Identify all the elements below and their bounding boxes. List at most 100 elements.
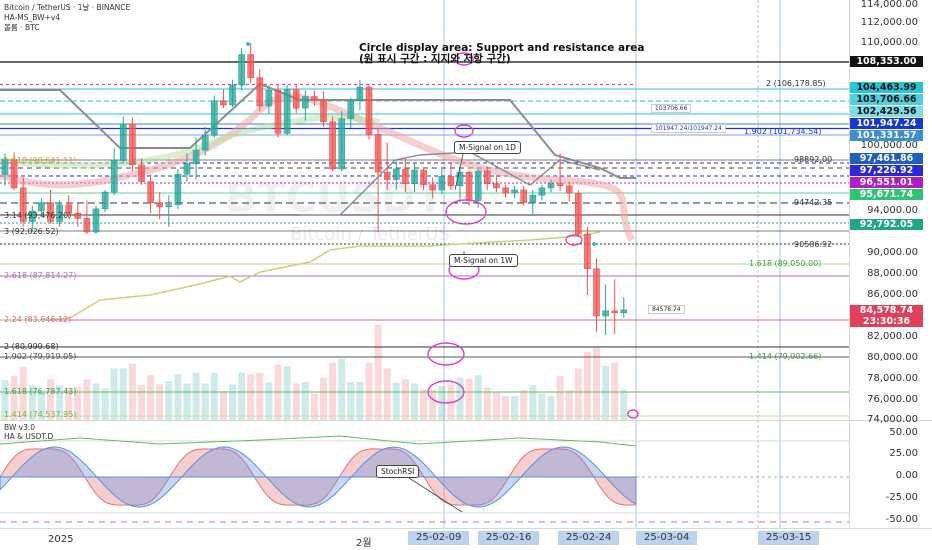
price-tag[interactable]: 101,331.57	[850, 130, 923, 141]
candle[interactable]	[110, 160, 118, 193]
candle[interactable]	[511, 189, 518, 194]
candle[interactable]	[311, 96, 318, 101]
candle[interactable]	[602, 310, 609, 317]
candle[interactable]	[65, 204, 72, 214]
price-tag[interactable]: 95,671.74	[850, 189, 923, 200]
candle[interactable]	[547, 183, 555, 189]
candle[interactable]	[165, 204, 173, 208]
candle[interactable]	[174, 173, 182, 206]
candle[interactable]	[83, 218, 91, 233]
candle[interactable]	[447, 176, 455, 187]
candle[interactable]	[156, 202, 163, 208]
price-tag[interactable]: 97,461.86	[850, 153, 923, 164]
volume-bar	[1, 380, 9, 420]
candle[interactable]	[320, 99, 327, 123]
candle[interactable]	[47, 202, 54, 222]
candle[interactable]	[220, 100, 227, 106]
candle[interactable]	[129, 123, 136, 166]
candle[interactable]	[247, 54, 254, 78]
candlesticks[interactable]	[1, 43, 628, 335]
candle[interactable]	[283, 88, 291, 134]
candle[interactable]	[256, 77, 264, 107]
candle[interactable]	[538, 187, 546, 196]
candle[interactable]	[574, 192, 582, 235]
candle[interactable]	[38, 202, 45, 212]
price-tag[interactable]: 102,429.56	[850, 106, 923, 117]
candle[interactable]	[192, 149, 200, 165]
price-tag[interactable]: 103,706.66	[850, 94, 923, 105]
candle[interactable]	[502, 187, 509, 194]
osc-header-2[interactable]: HA & USDT.D	[4, 432, 54, 441]
candle[interactable]	[329, 121, 336, 170]
candle[interactable]	[211, 100, 218, 136]
candle[interactable]	[292, 88, 300, 109]
candle[interactable]	[438, 176, 446, 191]
price-tick: 110,000.00	[860, 37, 918, 48]
volume-bar	[338, 358, 346, 420]
oscillator-pane[interactable]	[0, 420, 849, 528]
candle[interactable]	[520, 189, 528, 203]
candle[interactable]	[402, 168, 409, 184]
candle[interactable]	[620, 309, 628, 314]
candle[interactable]	[10, 159, 18, 189]
candle[interactable]	[565, 185, 573, 194]
price-tick: 76,000.00	[867, 394, 918, 405]
fib-level-left: 2.24 (83,646.12)	[4, 315, 72, 324]
current-price-tag[interactable]: 84,578.74	[850, 305, 923, 316]
candle[interactable]	[611, 310, 619, 314]
candle[interactable]	[465, 171, 473, 201]
candle[interactable]	[556, 183, 564, 187]
candle[interactable]	[238, 54, 245, 86]
candle[interactable]	[74, 212, 82, 219]
osc-header-1[interactable]: BW v3.0	[4, 423, 36, 432]
candle[interactable]	[101, 191, 109, 210]
countdown-tag[interactable]: 23:30:36	[850, 316, 923, 327]
candle[interactable]	[593, 268, 600, 317]
candle[interactable]	[201, 135, 209, 151]
price-tag[interactable]: 92,792.05	[850, 219, 923, 230]
candle[interactable]	[1, 159, 9, 175]
candle[interactable]	[274, 89, 282, 134]
date-tick-highlight: 25-03-15	[758, 531, 820, 545]
candle[interactable]	[356, 86, 364, 102]
price-pane[interactable]	[0, 0, 849, 420]
price-tag[interactable]: 101,947.24	[850, 118, 923, 129]
fib-level-left: 1.618 (98,641.11)	[4, 156, 77, 165]
candle[interactable]	[138, 164, 145, 182]
indicator-header[interactable]: HA-MS_BW+v4	[4, 13, 61, 22]
volume-header[interactable]: 볼륨 · BTC	[4, 23, 40, 32]
price-tag[interactable]: 108,353.00	[850, 56, 923, 67]
candle[interactable]	[392, 168, 400, 180]
volume-bar	[347, 381, 355, 420]
candle[interactable]	[493, 183, 500, 189]
price-tag[interactable]: 104,463.99	[850, 82, 923, 93]
candle[interactable]	[56, 204, 63, 222]
symbol-header[interactable]: Bitcoin / TetherUS · 1날 · BINANCE	[4, 3, 131, 12]
candle[interactable]	[429, 184, 437, 191]
candle[interactable]	[92, 208, 100, 233]
candle[interactable]	[584, 233, 591, 270]
candle[interactable]	[411, 169, 418, 185]
candle[interactable]	[365, 86, 373, 135]
candle[interactable]	[347, 100, 355, 119]
candle[interactable]	[265, 89, 273, 107]
candle[interactable]	[420, 169, 427, 186]
candle[interactable]	[147, 181, 154, 203]
candle[interactable]	[229, 84, 236, 106]
candle[interactable]	[120, 123, 127, 161]
candle[interactable]	[483, 170, 491, 185]
price-tag[interactable]: 96,551.01	[850, 177, 923, 188]
volume-bar	[265, 382, 273, 420]
candle[interactable]	[28, 210, 36, 222]
candle[interactable]	[374, 134, 382, 173]
candle[interactable]	[383, 171, 391, 180]
candle[interactable]	[338, 118, 346, 170]
candle[interactable]	[529, 194, 537, 203]
candle[interactable]	[301, 96, 309, 109]
candle[interactable]	[456, 171, 464, 187]
price-tag[interactable]: 97,226.92	[850, 165, 923, 176]
candle[interactable]	[19, 187, 27, 222]
candle[interactable]	[474, 170, 482, 201]
candle[interactable]	[183, 163, 191, 175]
volume-bar	[56, 385, 64, 420]
